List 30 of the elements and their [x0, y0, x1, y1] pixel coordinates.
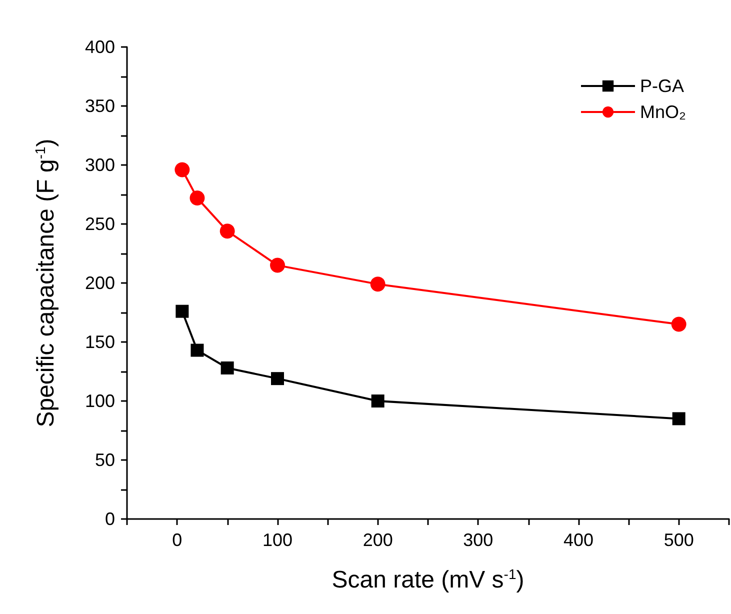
y-tick-label: 150	[84, 332, 115, 352]
x-tick-label: 100	[262, 530, 293, 550]
point	[220, 361, 234, 374]
point	[220, 224, 235, 239]
point	[176, 304, 189, 318]
point	[671, 316, 686, 332]
x-tick-label: 0	[172, 530, 182, 550]
y-tick-label: 250	[84, 214, 115, 234]
point	[190, 190, 205, 206]
legend-label: P-GA	[640, 76, 684, 96]
point	[271, 372, 284, 386]
x-tick-label: 500	[664, 530, 694, 550]
y-tick-label: 0	[104, 509, 115, 529]
x-tick-label: 400	[563, 530, 594, 550]
x-tick-label: 200	[362, 530, 393, 550]
y-axis-title: Specific capacitance (F g-1)	[32, 138, 60, 428]
y-tick-label: 300	[84, 155, 115, 175]
point	[371, 394, 384, 408]
point	[190, 344, 204, 357]
legend-label: MnO₂	[640, 102, 686, 122]
y-tick-label: 200	[84, 273, 115, 293]
point	[270, 258, 285, 273]
x-tick-label: 300	[463, 530, 494, 550]
y-tick-label: 350	[84, 96, 115, 116]
y-tick-label: 400	[84, 37, 115, 57]
y-tick-label: 50	[94, 450, 115, 470]
point	[174, 162, 190, 178]
point	[370, 276, 386, 292]
point	[672, 412, 686, 426]
y-tick-label: 100	[84, 391, 115, 411]
